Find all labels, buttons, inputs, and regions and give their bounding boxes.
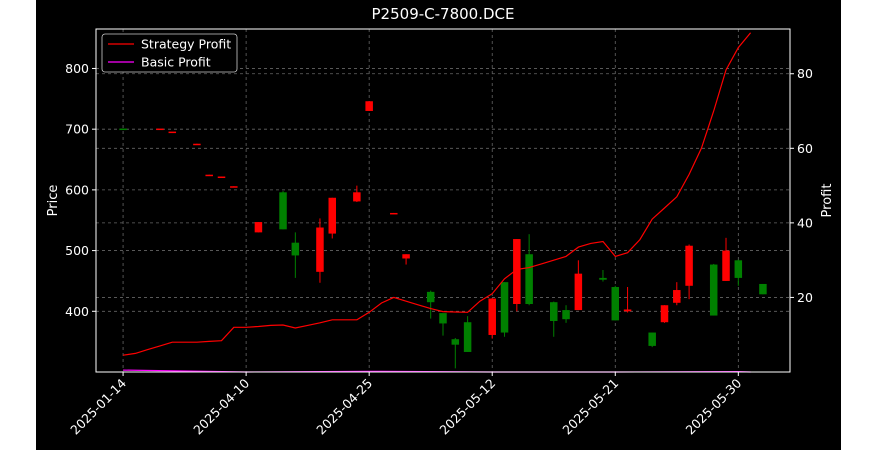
candle-body [648,332,656,346]
legend-box [101,33,238,73]
y-tick-label-left: 700 [65,122,89,137]
candle-body [193,143,201,146]
plot-area-border [95,28,791,373]
candle-body [402,254,410,259]
chart-panel [36,0,841,450]
y-axis-label-right: Profit [820,184,835,218]
candle-body [328,197,337,234]
candle-body [217,176,226,179]
candle-body [353,192,361,202]
candlesticks [119,101,767,369]
candle-body [574,273,583,311]
legend-label: Basic Profit [141,55,211,70]
candle-body [451,339,460,345]
y-tick-label-right: 80 [797,66,813,81]
candle-body [599,277,607,280]
legend: Strategy Profit Basic Profit [101,33,238,73]
candle-body [230,186,238,188]
y-tick-label-left: 400 [65,304,89,319]
candle-body [611,287,620,321]
candle-body [316,227,324,272]
candle-body [562,310,570,320]
candle-body [722,250,730,281]
candle-body [673,290,681,303]
candle-body [119,128,127,131]
y-axis-label-left: Price [46,185,61,217]
strategy-profit-line [123,32,752,356]
candle-body [156,128,164,131]
candle-body [291,242,300,256]
candle-body [463,322,472,352]
y-tick-label-left: 800 [65,61,89,76]
candle-body [709,264,718,316]
y-tick-label-right: 40 [797,215,813,230]
candle-body [525,254,533,305]
candle-body [500,282,509,333]
candle-body [168,131,177,134]
candle-body [279,192,287,230]
y-tick-label-left: 500 [65,243,89,258]
chart-title: P2509-C-7800.DCE [372,5,515,23]
candle-body [439,313,447,324]
legend-label: Strategy Profit [141,37,231,52]
candle-body [426,291,435,303]
candle-body [549,302,558,322]
candle-body [759,283,767,295]
candle-body [685,245,693,286]
y-tick-label-left: 600 [65,182,89,197]
candle-body [734,260,743,278]
candle-body [365,101,373,111]
candle-body [254,222,263,233]
y-tick-label-right: 60 [797,141,813,156]
candle-body [390,212,398,215]
candle-body [513,239,521,305]
candle-body [660,305,669,323]
y-tick-label-right: 20 [797,290,813,305]
candle-body [205,174,213,177]
candle-body [623,309,632,312]
candle-body [488,298,496,335]
